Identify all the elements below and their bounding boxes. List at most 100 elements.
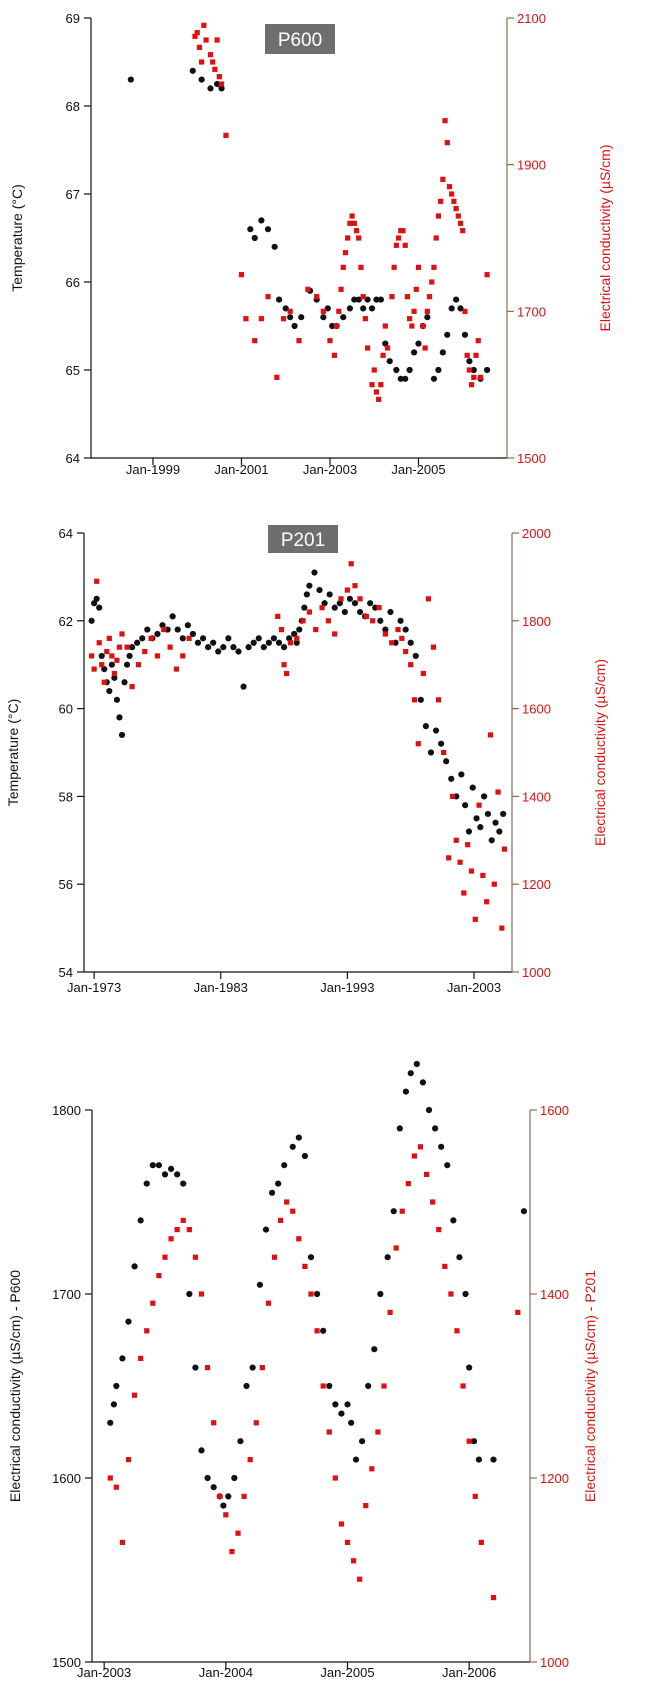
x-tick-label: Jan-2003 xyxy=(303,462,357,477)
data-point-right xyxy=(253,1420,259,1426)
data-point-right xyxy=(180,653,186,659)
data-point-left xyxy=(301,604,308,611)
data-point-left xyxy=(346,305,353,312)
data-point-left xyxy=(139,635,146,642)
data-point-left xyxy=(432,727,440,734)
data-point-left xyxy=(184,622,191,629)
data-point-right xyxy=(348,561,354,567)
data-point-right xyxy=(114,657,120,663)
data-point-right xyxy=(125,1457,132,1463)
data-point-left xyxy=(402,1088,409,1095)
data-point-right xyxy=(349,213,355,219)
data-point-right xyxy=(417,1144,424,1150)
data-point-right xyxy=(420,670,426,677)
data-point-left xyxy=(422,723,429,730)
data-point-right xyxy=(336,308,342,314)
data-point-right xyxy=(351,220,357,226)
data-point-right xyxy=(124,644,130,650)
data-point-left xyxy=(393,366,400,374)
data-point-left xyxy=(220,1502,227,1509)
data-point-left xyxy=(247,226,254,233)
data-point-right xyxy=(471,374,477,380)
data-point-left xyxy=(313,1290,321,1298)
data-point-right xyxy=(362,316,368,322)
data-point-left xyxy=(402,626,409,633)
data-point-right xyxy=(296,338,302,344)
data-point-left xyxy=(483,366,491,374)
data-point-right xyxy=(399,1208,405,1214)
data-point-left xyxy=(215,648,222,655)
data-point-right xyxy=(280,316,287,322)
data-point-right xyxy=(436,1227,442,1233)
data-point-right xyxy=(425,596,432,602)
data-point-right xyxy=(142,648,148,655)
data-point-left xyxy=(264,226,272,233)
data-point-right xyxy=(433,235,439,241)
data-point-right xyxy=(495,789,501,795)
data-point-left xyxy=(243,1382,250,1390)
data-point-right xyxy=(284,670,290,677)
data-point-left xyxy=(225,1493,232,1500)
data-point-right xyxy=(501,846,508,852)
title-badge xyxy=(265,24,335,54)
data-point-right xyxy=(217,1493,223,1499)
data-point-left xyxy=(444,331,451,338)
data-point-left xyxy=(488,837,495,844)
data-point-right xyxy=(243,316,249,322)
data-point-right xyxy=(408,662,414,668)
data-point-right xyxy=(314,294,320,300)
data-point-right xyxy=(96,640,102,646)
data-point-right xyxy=(515,1309,521,1315)
data-point-right xyxy=(468,868,475,874)
data-point-left xyxy=(143,1180,150,1187)
data-point-right xyxy=(306,609,312,615)
x-tick-label: Jan-1983 xyxy=(194,980,248,995)
data-point-right xyxy=(352,583,358,589)
data-point-left xyxy=(352,1456,360,1463)
data-point-right xyxy=(363,1503,369,1509)
data-point-right xyxy=(465,842,471,848)
data-point-right xyxy=(247,1457,253,1463)
data-point-right xyxy=(415,741,421,747)
data-point-left xyxy=(490,1456,497,1463)
data-point-left xyxy=(466,358,473,365)
data-point-right xyxy=(327,338,333,344)
y-axis-title: Temperature (°C) xyxy=(5,699,21,807)
data-point-left xyxy=(149,1162,156,1169)
data-point-left xyxy=(448,305,455,312)
data-point-left xyxy=(137,1217,144,1224)
data-point-left xyxy=(110,1401,117,1408)
data-point-right xyxy=(407,316,413,322)
data-point-left xyxy=(179,635,186,642)
data-point-right xyxy=(284,1199,290,1205)
y2-tick-label: 1600 xyxy=(540,1103,569,1118)
data-point-right xyxy=(119,1539,126,1545)
data-point-right xyxy=(356,235,362,241)
data-point-right xyxy=(271,1254,278,1260)
data-point-left xyxy=(321,600,328,607)
data-point-left xyxy=(189,67,196,74)
data-point-left xyxy=(417,696,424,703)
data-point-right xyxy=(218,81,225,87)
data-point-right xyxy=(420,323,426,329)
data-point-left xyxy=(457,305,464,312)
data-point-right xyxy=(344,587,350,593)
data-point-left xyxy=(131,1263,138,1270)
data-point-right xyxy=(287,640,294,646)
data-point-right xyxy=(216,74,222,80)
data-point-right xyxy=(446,855,452,861)
data-point-left xyxy=(364,296,371,303)
data-point-right xyxy=(466,1438,472,1444)
data-point-right xyxy=(258,316,264,322)
data-point-left xyxy=(93,595,100,602)
data-point-right xyxy=(186,1227,192,1233)
data-point-left xyxy=(377,617,384,624)
y-tick-label: 1800 xyxy=(52,1103,81,1118)
data-point-left xyxy=(296,626,303,633)
y2-tick-label: 1000 xyxy=(522,965,551,980)
data-point-left xyxy=(390,1208,397,1215)
data-point-right xyxy=(429,279,435,285)
data-point-right xyxy=(461,890,467,896)
data-point-left xyxy=(331,604,338,611)
